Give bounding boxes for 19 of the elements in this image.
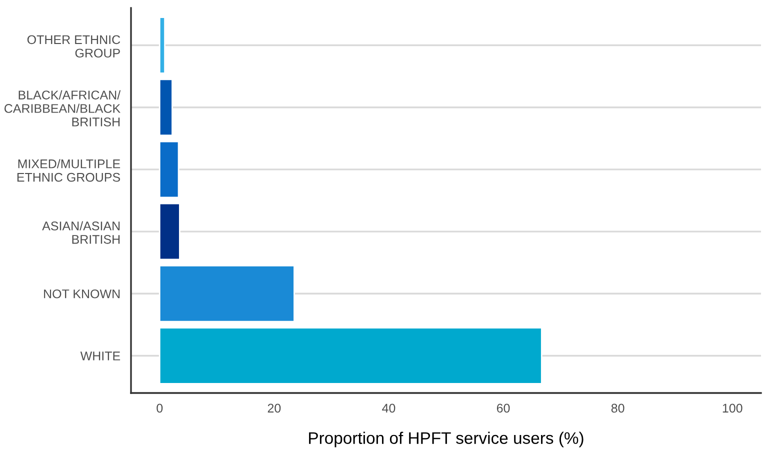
y-tick-label: NOT KNOWN xyxy=(44,289,120,298)
y-tick-label: ASIAN/ASIAN BRITISH xyxy=(42,221,120,244)
bar xyxy=(158,327,542,384)
x-tick-label: 20 xyxy=(268,404,281,413)
bar xyxy=(158,140,180,198)
bar xyxy=(158,16,166,74)
bar xyxy=(158,78,173,136)
bar xyxy=(158,202,180,260)
x-tick-label: 80 xyxy=(611,404,624,413)
x-tick-label: 100 xyxy=(722,404,742,413)
y-tick-label: BLACK/AFRICAN/ CARIBBEAN/BLACK BRITISH xyxy=(4,90,121,126)
x-tick-label: 40 xyxy=(382,404,396,413)
x-axis-title: Proportion of HPFT service users (%) xyxy=(309,432,584,448)
y-tick-label: OTHER ETHNIC GROUP xyxy=(27,35,120,58)
x-tick-label: 60 xyxy=(496,404,510,413)
y-tick-label: MIXED/MULTIPLE ETHNIC GROUPS xyxy=(17,159,120,182)
x-tick-label: 0 xyxy=(156,404,163,413)
bar xyxy=(158,265,295,322)
y-tick-label: WHITE xyxy=(80,352,120,360)
